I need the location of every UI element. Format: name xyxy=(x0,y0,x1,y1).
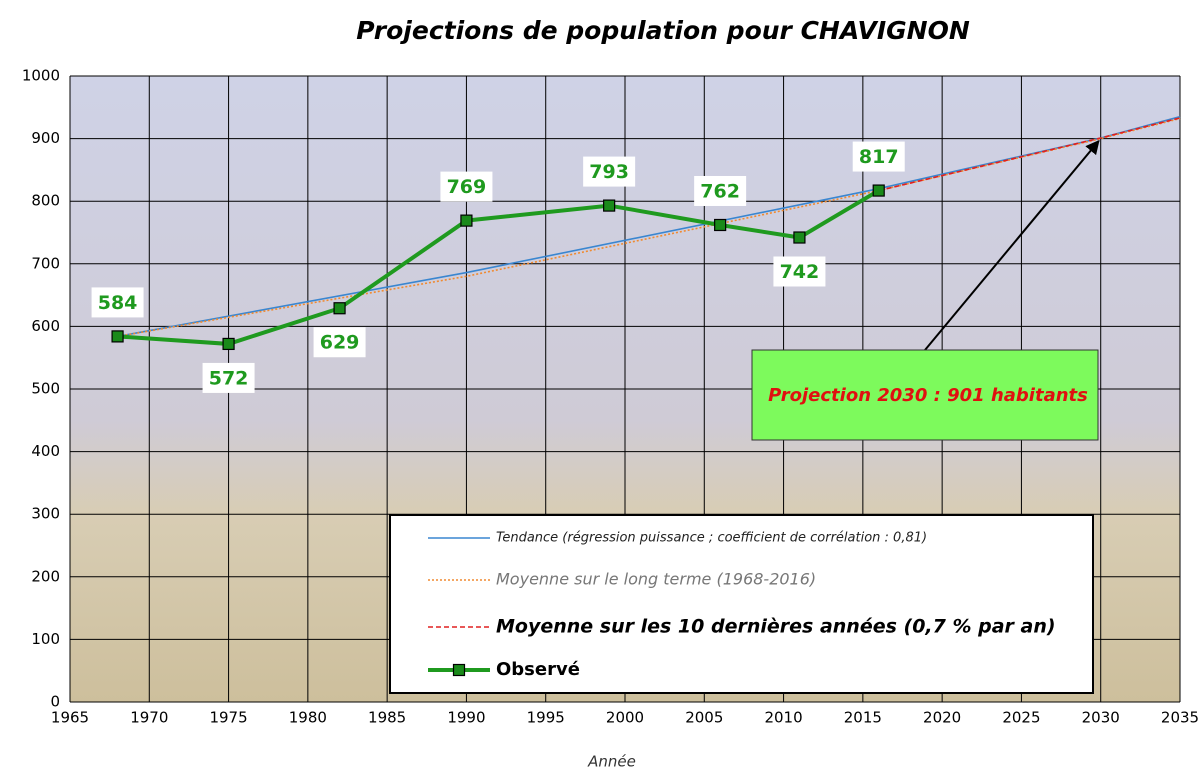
y-tick-label: 700 xyxy=(31,254,60,272)
x-tick-label: 2015 xyxy=(844,709,882,727)
data-label: 742 xyxy=(780,261,820,283)
x-tick-label: 2020 xyxy=(923,709,961,727)
data-label: 793 xyxy=(589,161,629,183)
x-tick-label: 2030 xyxy=(1082,709,1120,727)
data-point xyxy=(334,303,345,314)
x-tick-label: 1975 xyxy=(209,709,247,727)
y-tick-label: 900 xyxy=(31,129,60,147)
y-tick-label: 1000 xyxy=(22,67,60,85)
y-tick-label: 100 xyxy=(31,630,60,648)
data-label: 629 xyxy=(320,332,360,354)
chart: Projections de population pour CHAVIGNON… xyxy=(0,0,1203,771)
data-label: 769 xyxy=(447,176,487,198)
x-axis-label: Année xyxy=(587,753,636,771)
x-tick-label: 1995 xyxy=(527,709,565,727)
annotation-text: Projection 2030 : 901 habitants xyxy=(768,385,1088,406)
data-label: 762 xyxy=(700,180,740,202)
x-tick-label: 1990 xyxy=(447,709,485,727)
x-tick-label: 1970 xyxy=(130,709,168,727)
legend-label: Moyenne sur les 10 dernières années (0,7… xyxy=(496,616,1056,638)
x-tick-label: 1980 xyxy=(289,709,327,727)
data-point xyxy=(223,338,234,349)
y-tick-label: 800 xyxy=(31,192,60,210)
legend-label: Tendance (régression puissance ; coeffic… xyxy=(496,531,927,546)
y-tick-label: 400 xyxy=(31,442,60,460)
y-tick-label: 200 xyxy=(31,567,60,585)
data-point xyxy=(794,232,805,243)
x-tick-label: 2005 xyxy=(685,709,723,727)
y-tick-label: 300 xyxy=(31,505,60,523)
data-label: 572 xyxy=(209,367,249,389)
y-tick-label: 500 xyxy=(31,380,60,398)
legend: Tendance (régression puissance ; coeffic… xyxy=(390,515,1093,693)
data-point xyxy=(873,185,884,196)
x-tick-label: 2000 xyxy=(606,709,644,727)
x-tick-label: 1965 xyxy=(51,709,89,727)
x-tick-label: 2025 xyxy=(1002,709,1040,727)
data-label: 817 xyxy=(859,146,899,168)
legend-marker xyxy=(454,665,465,676)
legend-label: Moyenne sur le long terme (1968-2016) xyxy=(496,570,816,589)
data-label: 584 xyxy=(98,292,138,314)
data-point xyxy=(461,215,472,226)
data-point xyxy=(112,331,123,342)
x-tick-label: 2035 xyxy=(1161,709,1199,727)
data-point xyxy=(715,219,726,230)
chart-title: Projections de population pour CHAVIGNON xyxy=(356,16,970,45)
x-tick-label: 1985 xyxy=(368,709,406,727)
data-point xyxy=(604,200,615,211)
x-tick-label: 2010 xyxy=(764,709,802,727)
legend-label: Observé xyxy=(496,659,580,680)
y-tick-label: 600 xyxy=(31,317,60,335)
